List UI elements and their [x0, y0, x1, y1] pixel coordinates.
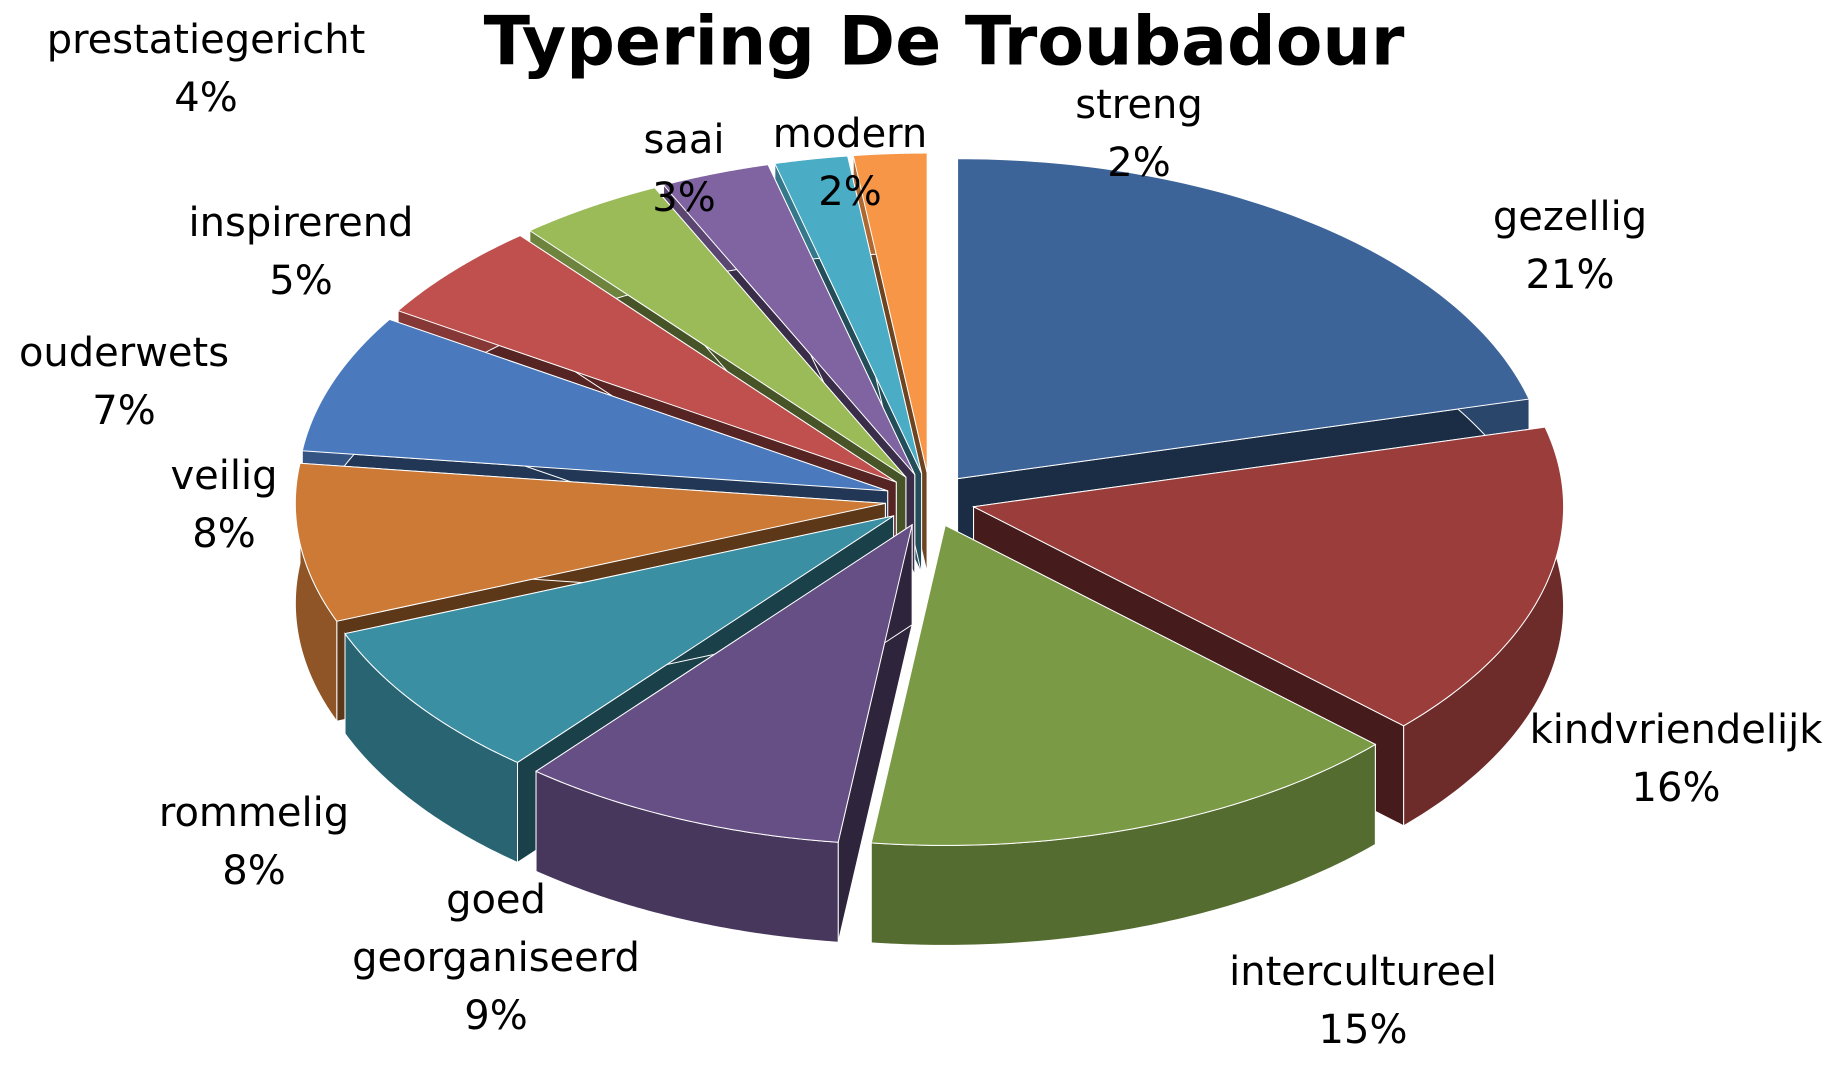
slice-top: [344, 515, 894, 764]
slice-label: prestatiegericht: [47, 17, 366, 63]
slice-top: [852, 152, 928, 474]
slice-percent: 8%: [192, 511, 255, 557]
label-line: georganiseerd: [352, 935, 640, 981]
slice-percent: 16%: [1632, 765, 1721, 811]
slice-top: [662, 164, 916, 475]
slice-percent: 2%: [818, 169, 881, 215]
slice-label: veilig: [170, 453, 277, 499]
slice-top: [535, 523, 913, 843]
slice-label: intercultureel: [1229, 949, 1497, 995]
slice-percent: 15%: [1319, 1007, 1408, 1053]
slice-label: modern: [773, 111, 928, 157]
slice: [870, 524, 1377, 946]
slice-top: [397, 235, 897, 483]
slice-percent: 2%: [1107, 140, 1170, 186]
chart-title: Typering De Troubadour: [484, 3, 1405, 82]
slice-percent: 7%: [92, 388, 155, 434]
slice-percent: 5%: [269, 258, 332, 304]
slice-label: streng: [1075, 82, 1202, 128]
slice-label: goed georganiseerd: [352, 877, 640, 981]
slice-percent: 9%: [464, 993, 527, 1039]
label-line: goed: [446, 877, 546, 923]
slice-label: rommelig: [159, 790, 349, 836]
slice-top: [957, 158, 1530, 480]
slice-label: gezellig: [1493, 194, 1647, 240]
slice-percent: 4%: [174, 75, 237, 121]
slice-label: inspirerend: [189, 200, 414, 246]
slice-percent: 21%: [1526, 252, 1615, 298]
slice-label: kindvriendelijk: [1530, 707, 1824, 753]
slice-top: [870, 524, 1377, 846]
slice-top: [971, 426, 1565, 727]
slice-top: [528, 187, 907, 478]
slice-top: [294, 462, 886, 622]
slice-percent: 3%: [652, 175, 715, 221]
slice-top: [774, 155, 923, 474]
slice-label: saai: [644, 117, 725, 163]
slice-top: [301, 318, 888, 492]
slice-percent: 8%: [222, 848, 285, 894]
slice: [535, 523, 913, 943]
slice-label: ouderwets: [19, 330, 229, 376]
